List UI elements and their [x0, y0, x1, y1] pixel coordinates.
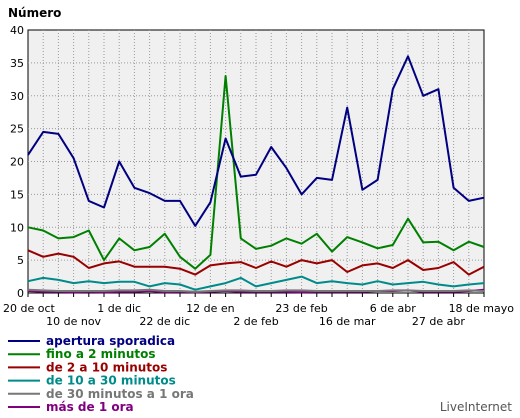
y-tick-label: 20 — [10, 156, 24, 169]
y-tick-label: 10 — [10, 221, 24, 234]
x-tick-label: 1 de dic — [97, 302, 141, 315]
y-tick-label: 40 — [10, 24, 24, 37]
y-tick-label: 35 — [10, 57, 24, 70]
x-tick-label: 12 de en — [186, 302, 235, 315]
series-line — [27, 75, 485, 270]
legend-label: fino a 2 minutos — [46, 347, 156, 361]
x-tick-label: 6 de abr — [370, 302, 416, 315]
legend-label: de 30 minutos a 1 ora — [46, 387, 194, 401]
legend-label: de 10 a 30 minutos — [46, 374, 176, 388]
y-axis-title: Número — [8, 6, 61, 20]
x-tick-label: 23 de feb — [275, 302, 327, 315]
x-tick-label: 27 de abr — [412, 315, 465, 328]
series-line — [27, 288, 485, 293]
y-tick-label: 25 — [10, 123, 24, 136]
legend-label: más de 1 ora — [46, 400, 134, 414]
x-tick-label: 22 de dic — [139, 315, 190, 328]
series-line — [27, 55, 485, 227]
legend-label: apertura sporadica — [46, 334, 175, 348]
series-line — [27, 249, 485, 276]
legend-label: de 2 a 10 minutos — [46, 360, 167, 374]
series-lines — [27, 55, 485, 294]
x-tick-label: 20 de oct — [3, 302, 56, 315]
brand-label: LiveInternet — [440, 400, 512, 414]
y-tick-label: 15 — [10, 188, 24, 201]
x-tick-label: 16 de mar — [319, 315, 376, 328]
x-tick-label: 2 de feb — [233, 315, 278, 328]
x-tick-label: 10 de nov — [46, 315, 101, 328]
y-axis-ticks: 0 5 10 15 20 25 30 35 40 — [10, 24, 24, 300]
series-line — [27, 275, 485, 291]
x-tick-label: 18 de mayo — [449, 302, 515, 315]
y-tick-label: 30 — [10, 90, 24, 103]
y-tick-label: 0 — [17, 287, 24, 300]
y-tick-label: 5 — [17, 254, 24, 267]
x-axis-ticks: 20 de oct 1 de dic 12 de en 23 de feb 6 de a… — [3, 293, 514, 328]
